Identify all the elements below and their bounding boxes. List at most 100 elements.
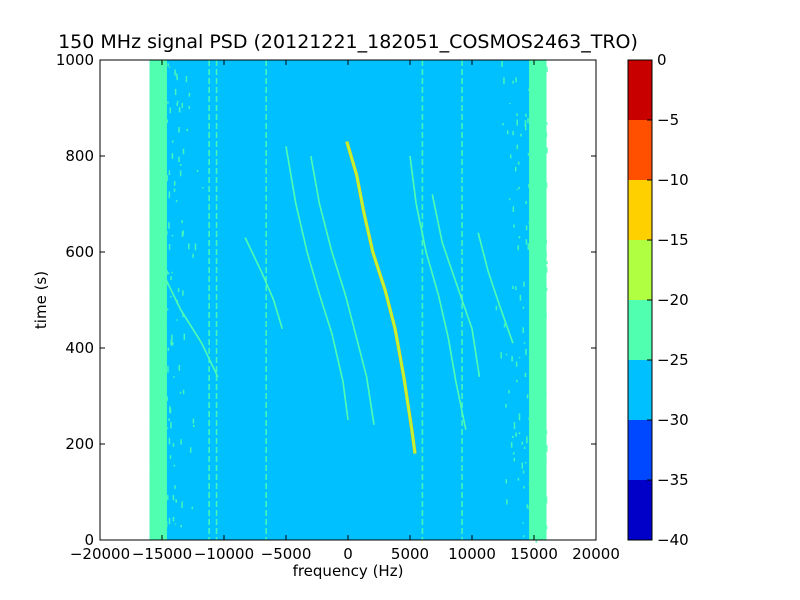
edge-noise xyxy=(518,432,521,435)
y-tick-label: 600 xyxy=(65,243,94,261)
edge-noise xyxy=(542,440,544,446)
edge-noise xyxy=(153,431,156,437)
heatmap-background xyxy=(149,60,547,540)
edge-noise xyxy=(152,102,155,106)
edge-noise xyxy=(155,139,157,141)
edge-noise xyxy=(538,202,541,208)
edge-noise xyxy=(532,267,535,271)
edge-noise xyxy=(159,119,161,121)
edge-noise xyxy=(529,138,531,140)
edge-noise xyxy=(156,423,158,425)
edge-noise xyxy=(536,427,538,430)
edge-noise xyxy=(533,82,535,87)
edge-noise xyxy=(538,437,541,441)
edge-noise xyxy=(161,73,164,78)
heatmap-layer xyxy=(149,60,548,543)
edge-noise xyxy=(155,209,157,217)
edge-noise xyxy=(152,337,154,343)
edge-noise xyxy=(182,290,184,296)
edge-noise xyxy=(535,515,538,518)
edge-noise xyxy=(176,76,178,81)
edge-noise xyxy=(192,253,194,258)
edge-noise xyxy=(544,217,546,220)
edge-noise xyxy=(532,136,534,142)
edge-noise xyxy=(166,231,168,235)
edge-noise xyxy=(545,456,547,462)
edge-noise xyxy=(189,447,192,453)
x-tick-label: −20000 xyxy=(70,545,130,563)
edge-noise xyxy=(153,456,156,458)
edge-noise xyxy=(537,478,540,483)
edge-noise xyxy=(192,418,195,424)
edge-noise xyxy=(536,537,539,541)
edge-band xyxy=(529,60,547,540)
edge-noise xyxy=(518,236,521,239)
edge-noise xyxy=(508,198,511,201)
edge-noise xyxy=(533,502,536,507)
edge-noise xyxy=(527,243,529,250)
edge-noise xyxy=(512,206,515,212)
edge-noise xyxy=(177,287,180,292)
edge-noise xyxy=(154,108,157,113)
edge-noise xyxy=(531,461,533,463)
edge-noise xyxy=(164,448,167,453)
edge-noise xyxy=(512,80,514,84)
edge-noise xyxy=(528,356,531,359)
edge-noise xyxy=(161,378,163,386)
edge-noise xyxy=(155,463,157,466)
edge-noise xyxy=(159,353,162,355)
edge-noise xyxy=(155,168,157,173)
edge-noise xyxy=(171,234,174,237)
edge-noise xyxy=(169,455,172,459)
edge-noise xyxy=(160,535,163,538)
edge-noise xyxy=(534,298,536,300)
edge-noise xyxy=(545,252,547,257)
edge-noise xyxy=(178,364,181,371)
edge-noise xyxy=(153,238,156,242)
edge-noise xyxy=(154,247,157,249)
edge-noise xyxy=(156,435,158,438)
edge-noise xyxy=(541,133,543,139)
edge-noise xyxy=(539,205,541,208)
edge-noise xyxy=(528,482,531,486)
colorbar-tick-label: 0 xyxy=(657,51,667,69)
y-tick-label: 1000 xyxy=(56,51,94,69)
trace-layer xyxy=(161,141,514,454)
edge-noise xyxy=(167,347,170,351)
edge-noise xyxy=(532,119,534,125)
edge-noise xyxy=(153,63,156,69)
edge-noise xyxy=(526,394,529,399)
edge-noise xyxy=(158,319,161,326)
colorbar-segment xyxy=(628,480,652,540)
edge-noise xyxy=(166,308,169,311)
edge-noise xyxy=(161,444,163,451)
colorbar-tick-label: −20 xyxy=(657,291,689,309)
edge-noise xyxy=(169,406,171,413)
edge-noise xyxy=(516,119,518,126)
edge-noise xyxy=(530,299,532,305)
edge-noise xyxy=(539,451,542,455)
edge-noise xyxy=(153,355,156,357)
edge-noise xyxy=(528,506,531,510)
edge-noise xyxy=(162,382,165,386)
edge-noise xyxy=(152,299,154,302)
edge-noise xyxy=(152,210,154,212)
edge-noise xyxy=(152,133,155,138)
edge-noise xyxy=(179,391,182,394)
edge-noise xyxy=(151,147,153,150)
edge-noise xyxy=(543,299,546,302)
edge-noise xyxy=(495,305,498,311)
edge-noise xyxy=(159,133,161,140)
edge-noise xyxy=(535,178,538,182)
edge-noise xyxy=(540,248,543,253)
edge-noise xyxy=(160,468,163,470)
edge-noise xyxy=(538,114,540,119)
edge-noise xyxy=(194,243,197,251)
edge-noise xyxy=(520,133,522,137)
edge-noise xyxy=(544,223,547,226)
edge-noise xyxy=(513,422,516,430)
edge-noise xyxy=(522,470,525,474)
edge-noise xyxy=(150,428,152,433)
edge-noise xyxy=(527,153,530,156)
